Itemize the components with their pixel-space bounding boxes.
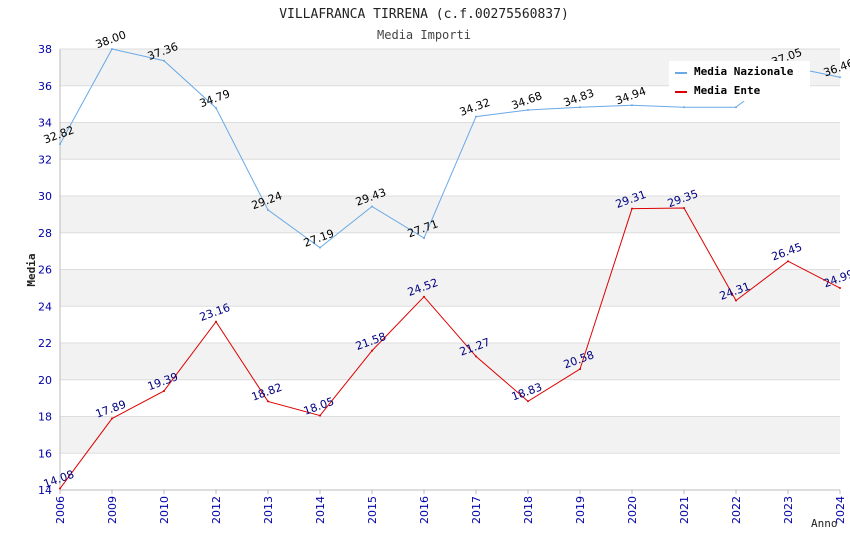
grid-band [60,196,840,233]
grid-band [60,122,840,160]
data-point [475,115,477,118]
y-tick-label: 26 [38,264,52,277]
x-tick-label: 2023 [782,496,795,524]
data-label: 18.05 [302,395,336,418]
x-tick-label: 2010 [158,496,171,524]
x-tick-label: 2018 [522,496,535,524]
data-point [683,106,685,109]
data-point [527,400,529,403]
y-tick-label: 32 [38,153,52,166]
x-tick-label: 2024 [834,496,847,524]
grid-bands [60,49,840,454]
data-point [59,487,61,490]
y-tick-label: 24 [38,300,52,313]
data-point [631,207,633,210]
legend: Media Nazionale Media Ente [669,61,810,101]
grid-band [60,416,840,454]
data-point [319,246,321,249]
y-tick-label: 22 [38,337,52,350]
legend-box [669,61,810,101]
data-point [839,287,841,290]
data-point [371,205,373,208]
data-label: 38.00 [94,28,128,51]
data-point [839,76,841,79]
data-point [267,208,269,211]
series-group [59,48,841,490]
x-tick-labels: 2006 2009 2010 2012 2013 2014 2015 2016 2017 2018… [54,490,847,524]
data-point [735,106,737,109]
data-point [371,349,373,352]
data-point [579,106,581,109]
chart-subtitle: Media Importi [377,28,471,42]
grid-band [60,343,840,380]
data-point [423,295,425,298]
data-point [111,417,113,420]
data-point [215,106,217,109]
data-label: 34.83 [562,86,596,109]
x-tick-label: 2009 [106,496,119,524]
data-label: 26.45 [770,240,804,263]
y-tick-label: 36 [38,80,52,93]
y-tick-label: 18 [38,411,52,424]
data-point [787,260,789,263]
x-tick-label: 2017 [470,496,483,524]
y-tick-label: 28 [38,227,52,240]
data-point [683,206,685,209]
data-point [579,368,581,371]
data-point [163,59,165,62]
data-point [527,109,529,112]
data-point [475,355,477,358]
x-tick-label: 2020 [626,496,639,524]
data-point [111,48,113,50]
data-point [423,237,425,240]
y-axis-label: Media [25,253,38,286]
x-tick-label: 2021 [678,496,691,524]
grid-lines [60,48,840,491]
data-point [215,320,217,323]
series-line-media-nazionale [59,48,841,249]
x-tick-label: 2012 [210,496,223,524]
x-tick-label: 2015 [366,496,379,524]
grid-band [60,269,840,307]
data-point [163,389,165,392]
x-tick-label: 2013 [262,496,275,524]
chart-title: VILLAFRANCA TIRRENA (c.f.00275560837) [279,7,569,22]
series-line-media-ente [59,207,841,489]
x-tick-label: 2006 [54,496,67,524]
data-point [59,143,61,146]
y-tick-label: 20 [38,374,52,387]
data-point [319,414,321,417]
data-point [631,104,633,107]
y-tick-label: 16 [38,447,52,460]
x-axis-label: Anno [811,517,838,530]
y-tick-labels: 14 16 18 20 22 24 26 28 30 32 34 36 38 [38,43,52,497]
y-tick-label: 30 [38,190,52,203]
y-tick-label: 14 [38,484,52,497]
y-tick-label: 34 [38,117,52,130]
y-tick-label: 38 [38,43,52,56]
data-label: 34.94 [614,84,648,107]
legend-label-media-nazionale: Media Nazionale [694,65,794,78]
data-point [267,400,269,403]
data-label: 14.08 [42,468,76,491]
x-tick-label: 2022 [730,496,743,524]
x-tick-label: 2016 [418,496,431,524]
data-label: 34.68 [510,89,544,112]
data-point [735,299,737,302]
x-tick-label: 2019 [574,496,587,524]
x-tick-label: 2014 [314,496,327,524]
legend-label-media-ente: Media Ente [694,84,761,97]
